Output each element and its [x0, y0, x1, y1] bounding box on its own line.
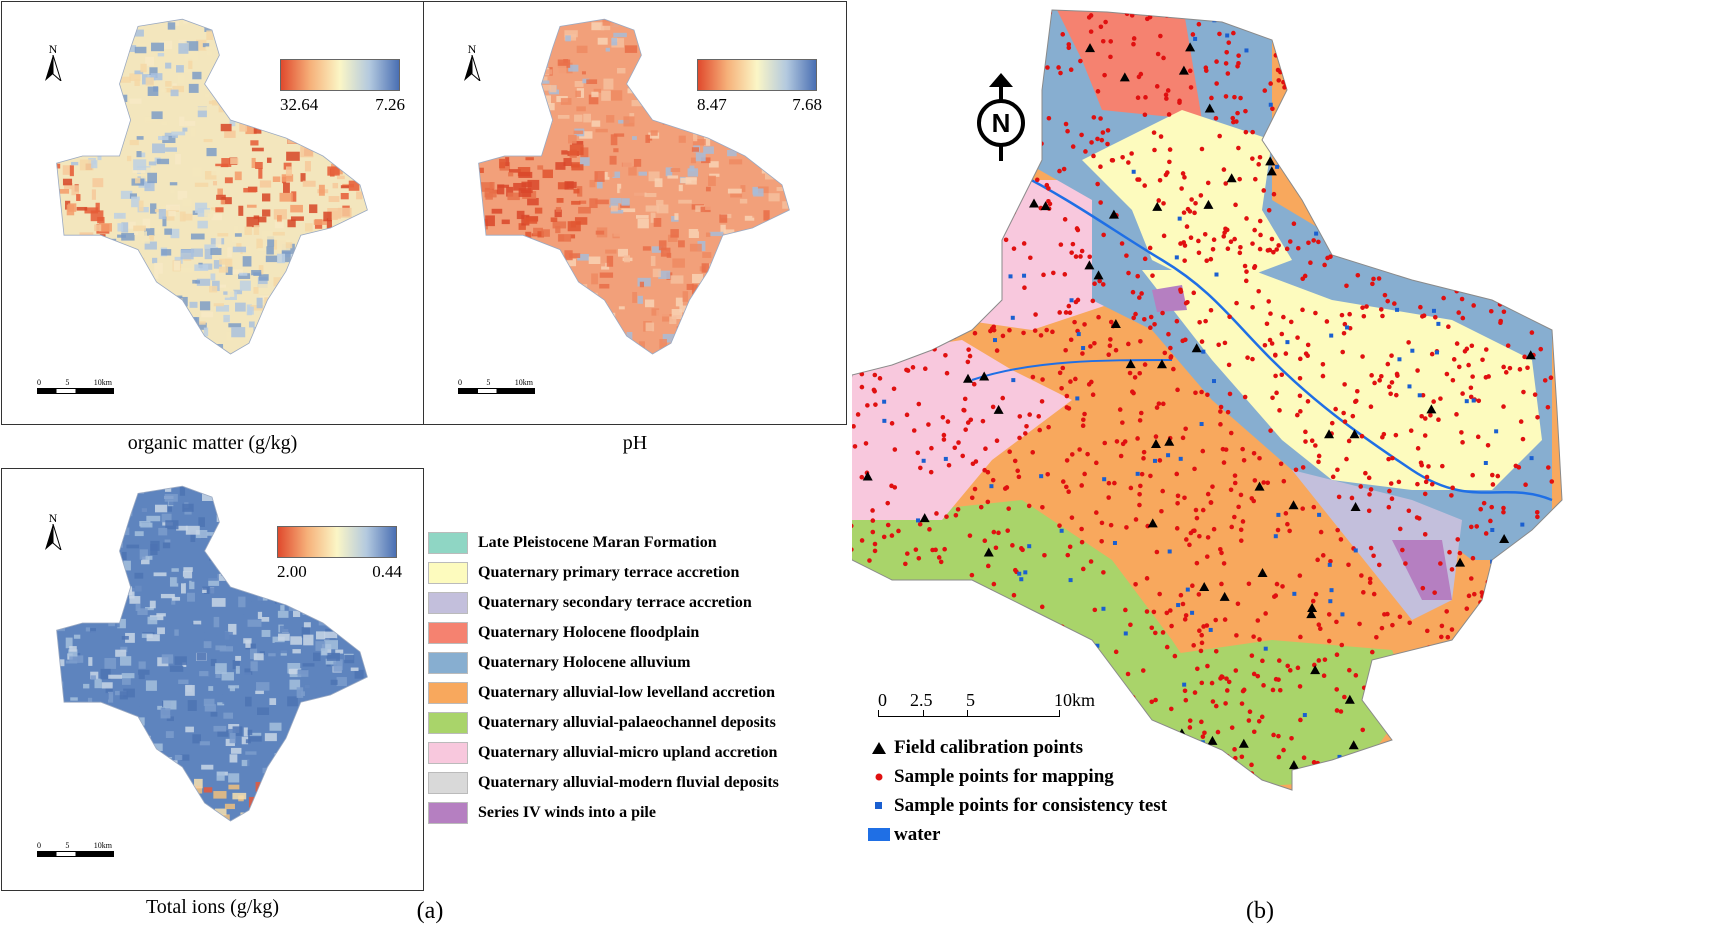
legend-label: Quaternary alluvial-micro upland accreti…	[478, 744, 778, 761]
om-colorbar: 32.64 7.26	[280, 59, 405, 115]
geology-sample-map	[852, 9, 1563, 791]
om-map-panel: N 32.64 7.26 0 5 10km	[1, 1, 424, 425]
legend-label: Quaternary secondary terrace accretion	[478, 594, 752, 611]
legend-swatch	[428, 592, 468, 614]
north-arrow: N	[43, 512, 63, 554]
north-arrow-icon: N	[977, 73, 1025, 161]
panel-b-label: (b)	[1246, 898, 1274, 924]
legend-item: water	[868, 820, 1167, 849]
scale-bar: 0 5 10km	[37, 841, 114, 857]
legend-item: Late Pleistocene Maran Formation	[428, 528, 779, 558]
legend-swatch	[428, 742, 468, 764]
scale-bar: 0 5 10km	[458, 378, 535, 394]
ions-colorbar: 2.00 0.44	[277, 526, 402, 582]
legend-item: Quaternary alluvial-palaeochannel deposi…	[428, 708, 779, 738]
ph-map	[478, 18, 790, 355]
legend-item: Quaternary Holocene alluvium	[428, 648, 779, 678]
legend-label: Quaternary alluvial-low levelland accret…	[478, 684, 776, 701]
blue-rect-icon	[868, 827, 890, 843]
scale-bar: 0 5 10km	[37, 378, 114, 394]
geology-legend: Late Pleistocene Maran Formation Quaterna…	[428, 528, 779, 828]
svg-text:N: N	[992, 108, 1011, 138]
legend-item: Quaternary Holocene floodplain	[428, 618, 779, 648]
north-arrow: N	[462, 43, 482, 85]
legend-item: Quaternary alluvial-low levelland accret…	[428, 678, 779, 708]
legend-item: Sample points for consistency test	[868, 791, 1167, 820]
legend-swatch	[428, 652, 468, 674]
legend-item: Quaternary secondary terrace accretion	[428, 588, 779, 618]
ph-caption: pH	[622, 432, 648, 454]
blue-square-icon	[868, 801, 890, 811]
legend-label: water	[894, 823, 941, 845]
ions-caption: Total ions (g/kg)	[145, 896, 280, 918]
north-arrow-icon	[464, 54, 481, 83]
ph-map-panel: N 8.47 7.68 0 5 10km	[423, 1, 847, 425]
north-arrow: N	[973, 73, 1029, 168]
ions-map-panel: N 2.00 0.44 0 5 10km	[1, 468, 424, 891]
legend-label: Quaternary Holocene floodplain	[478, 624, 700, 641]
legend-label: Series IV winds into a pile	[478, 804, 656, 821]
legend-label: Sample points for mapping	[894, 765, 1114, 787]
panel-a-label: (a)	[416, 898, 444, 924]
legend-label: Quaternary alluvial-modern fluvial depos…	[478, 774, 779, 791]
legend-swatch	[428, 622, 468, 644]
legend-item: Quaternary primary terrace accretion	[428, 558, 779, 588]
legend-swatch	[428, 772, 468, 794]
legend-label: Sample points for consistency test	[894, 794, 1168, 816]
legend-swatch	[428, 532, 468, 554]
north-arrow: N	[43, 43, 63, 85]
om-caption: organic matter (g/kg)	[127, 432, 298, 454]
scale-bar: 0 2.5 5 10km	[878, 690, 1095, 717]
north-arrow-icon	[45, 54, 62, 83]
legend-item: Quaternary alluvial-modern fluvial depos…	[428, 768, 779, 798]
black-triangle-icon	[868, 741, 890, 755]
legend-swatch	[428, 802, 468, 824]
legend-swatch	[428, 682, 468, 704]
legend-item: Field calibration points	[868, 733, 1167, 762]
sample-legend: Field calibration points Sample points fo…	[868, 733, 1167, 849]
red-dot-icon	[868, 772, 890, 782]
legend-item: Sample points for mapping	[868, 762, 1167, 791]
north-arrow-icon	[45, 523, 62, 552]
legend-label: Field calibration points	[894, 736, 1083, 758]
legend-label: Quaternary alluvial-palaeochannel deposi…	[478, 714, 776, 731]
legend-label: Late Pleistocene Maran Formation	[478, 534, 717, 551]
legend-label: Quaternary primary terrace accretion	[478, 564, 740, 581]
legend-item: Quaternary alluvial-micro upland accreti…	[428, 738, 779, 768]
legend-swatch	[428, 562, 468, 584]
legend-swatch	[428, 712, 468, 734]
legend-label: Quaternary Holocene alluvium	[478, 654, 691, 671]
legend-item: Series IV winds into a pile	[428, 798, 779, 828]
ph-colorbar: 8.47 7.68	[697, 59, 822, 115]
